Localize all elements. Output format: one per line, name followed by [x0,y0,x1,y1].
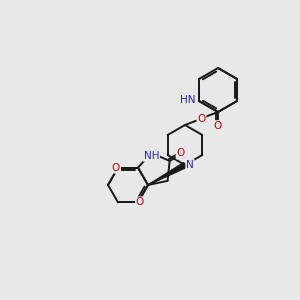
Text: N: N [186,160,194,170]
Text: O: O [176,148,185,158]
Text: NH: NH [144,151,159,161]
Text: O: O [197,113,206,124]
Polygon shape [148,163,186,185]
Text: O: O [112,163,120,173]
Text: O: O [214,121,222,131]
Text: HN: HN [180,95,196,105]
Text: O: O [136,197,144,207]
